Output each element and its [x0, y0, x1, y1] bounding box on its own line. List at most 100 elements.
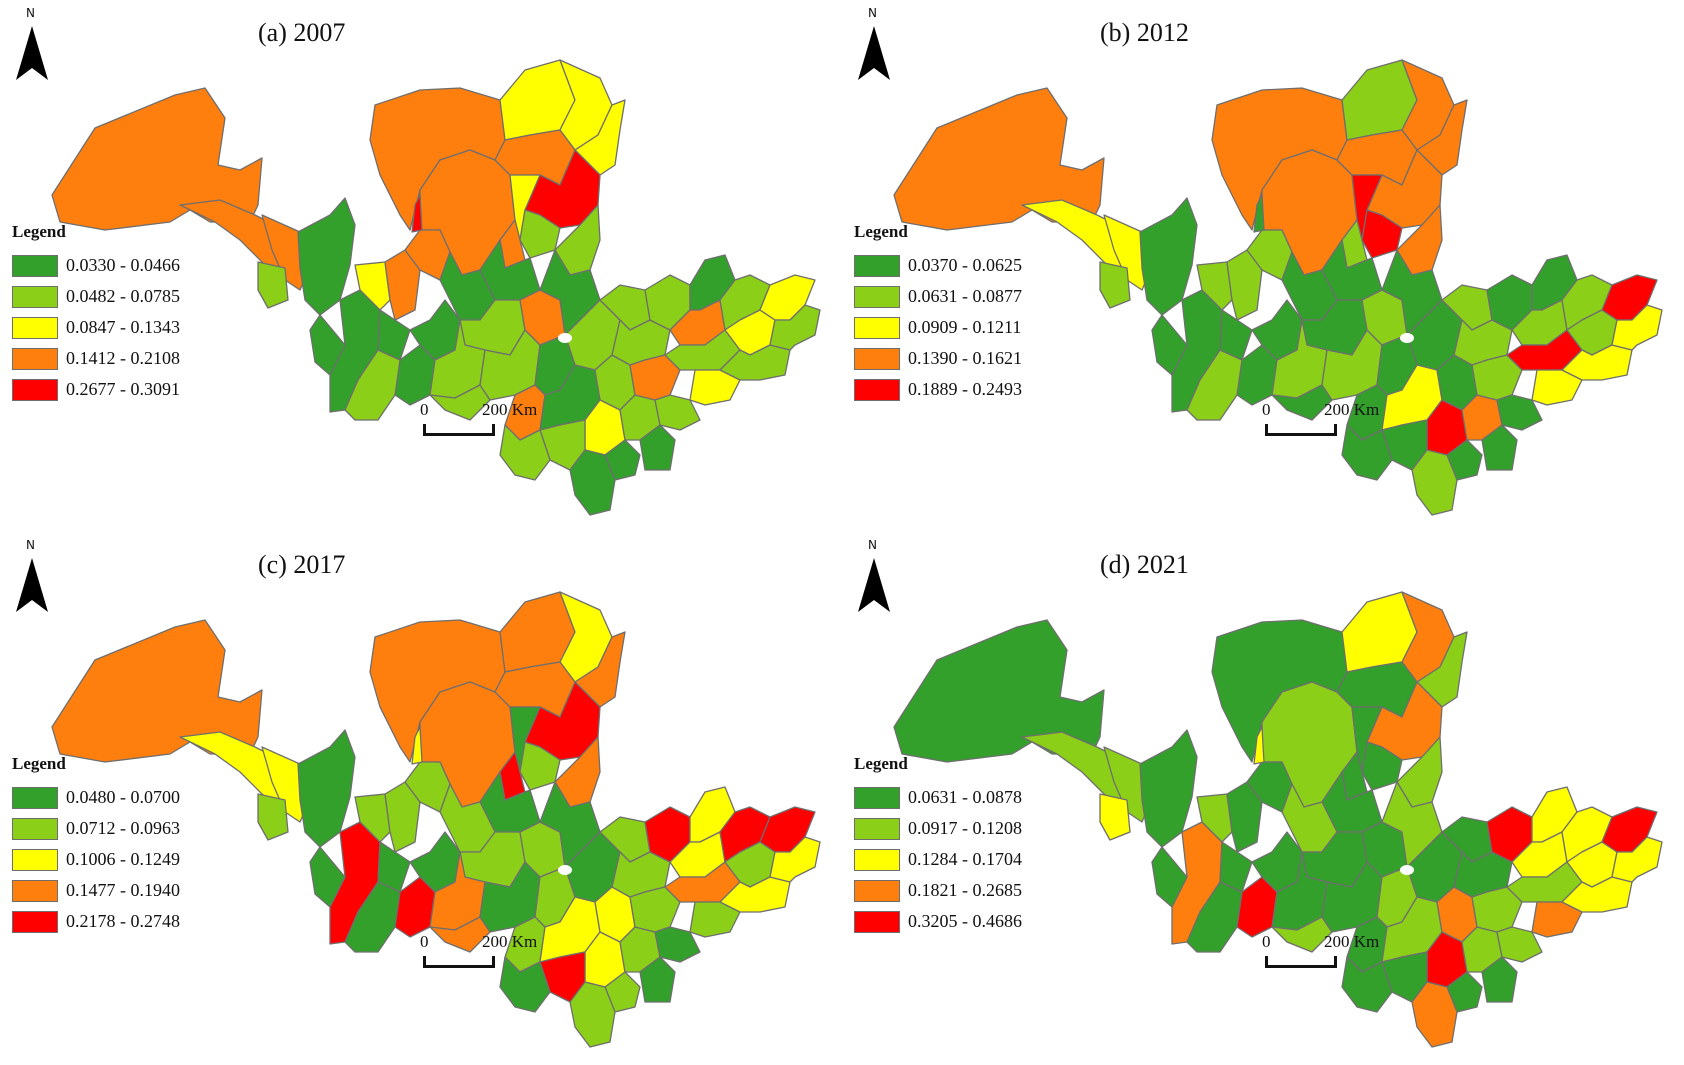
- region: [769, 304, 821, 351]
- region: [257, 793, 289, 841]
- legend-item: 0.0370 - 0.0625: [854, 250, 1022, 281]
- north-label: N: [26, 6, 35, 20]
- legend-range-label: 0.0909 - 0.1211: [908, 317, 1022, 337]
- legend-swatch: [854, 285, 900, 308]
- legend-item: 0.2178 - 0.2748: [12, 906, 180, 937]
- legend-swatch: [854, 347, 900, 370]
- legend-range-label: 0.0631 - 0.0878: [908, 787, 1022, 807]
- scale-start-label: 0: [1262, 400, 1271, 419]
- legend: Legend 0.0480 - 0.0700 0.0712 - 0.0963 0.1…: [12, 754, 180, 937]
- legend-swatch: [854, 879, 900, 902]
- choropleth-map: [51, 59, 821, 516]
- region: [569, 449, 616, 516]
- north-label: N: [868, 538, 877, 552]
- legend-swatch: [12, 817, 58, 840]
- legend-swatch: [854, 910, 900, 933]
- legend-item: 0.0712 - 0.0963: [12, 813, 180, 844]
- region: [354, 261, 391, 311]
- choropleth-map: [51, 591, 821, 1048]
- region: [309, 846, 346, 908]
- legend-item: 0.1477 - 0.1940: [12, 875, 180, 906]
- region: [257, 261, 289, 309]
- north-label: N: [26, 538, 35, 552]
- legend-swatch: [854, 254, 900, 277]
- legend-swatch: [854, 817, 900, 840]
- lake: [1400, 333, 1414, 343]
- legend-item: 0.0330 - 0.0466: [12, 250, 180, 281]
- region: [1219, 309, 1253, 361]
- legend-range-label: 0.2677 - 0.3091: [66, 379, 180, 399]
- region: [1099, 261, 1131, 309]
- region: [1611, 304, 1663, 351]
- region: [344, 881, 401, 953]
- region: [1186, 881, 1243, 953]
- region: [1253, 194, 1265, 233]
- scale-bar: 0 200 Km: [420, 400, 560, 450]
- legend-range-label: 0.0917 - 0.1208: [908, 818, 1022, 838]
- region: [569, 981, 616, 1048]
- map-panel-1: N (a) 2007 Legend 0.0330 - 0.0466 0.0482 …: [0, 0, 842, 532]
- region: [1219, 841, 1253, 893]
- region: [1481, 424, 1518, 471]
- scale-bar-line: [423, 956, 495, 968]
- scale-bar: 0 200 Km: [1262, 932, 1402, 982]
- region: [1151, 314, 1188, 376]
- legend-title: Legend: [12, 222, 66, 241]
- region: [499, 956, 551, 1013]
- panel-title: (d) 2021: [1100, 550, 1189, 579]
- scale-end-label: 200 Km: [1324, 932, 1380, 951]
- region: [377, 841, 411, 893]
- region: [1151, 846, 1188, 908]
- legend-title: Legend: [854, 754, 908, 773]
- legend-title: Legend: [12, 754, 66, 773]
- legend-swatch: [12, 347, 58, 370]
- region: [654, 926, 701, 963]
- region: [1099, 793, 1131, 841]
- region: [1496, 926, 1543, 963]
- region: [354, 793, 391, 843]
- legend-item: 0.1412 - 0.2108: [12, 343, 180, 374]
- legend-item: 0.1390 - 0.1621: [854, 343, 1022, 374]
- region: [893, 87, 1105, 231]
- legend-range-label: 0.3205 - 0.4686: [908, 911, 1022, 931]
- scale-end-label: 200 Km: [482, 400, 538, 419]
- region: [1253, 726, 1265, 765]
- region: [1471, 354, 1523, 401]
- north-arrow-icon: [858, 558, 890, 612]
- legend-range-label: 0.0712 - 0.0963: [66, 818, 180, 838]
- legend-item: 0.0917 - 0.1208: [854, 813, 1022, 844]
- legend-range-label: 0.0482 - 0.0785: [66, 286, 180, 306]
- legend-range-label: 0.1477 - 0.1940: [66, 880, 180, 900]
- legend-title: Legend: [854, 222, 908, 241]
- legend-range-label: 0.1889 - 0.2493: [908, 379, 1022, 399]
- legend-range-label: 0.0631 - 0.0877: [908, 286, 1022, 306]
- region: [1411, 981, 1458, 1048]
- region: [654, 394, 701, 431]
- panel-title: (c) 2017: [258, 550, 346, 579]
- legend-item: 0.0631 - 0.0877: [854, 281, 1022, 312]
- scale-bar-line: [1265, 424, 1337, 436]
- region: [51, 87, 263, 231]
- region: [411, 194, 423, 233]
- legend-item: 0.1006 - 0.1249: [12, 844, 180, 875]
- panel-title: (b) 2012: [1100, 18, 1189, 47]
- region: [1496, 394, 1543, 431]
- region: [344, 349, 401, 421]
- scale-end-label: 200 Km: [1324, 400, 1380, 419]
- region: [309, 314, 346, 376]
- legend-item: 0.2677 - 0.3091: [12, 374, 180, 405]
- north-arrow-icon: [16, 26, 48, 80]
- region: [1139, 197, 1198, 316]
- north-arrow: N: [854, 538, 894, 618]
- legend-range-label: 0.0847 - 0.1343: [66, 317, 180, 337]
- north-arrow-icon: [858, 26, 890, 80]
- scale-start-label: 0: [420, 400, 429, 419]
- region: [639, 424, 676, 471]
- legend-item: 0.0480 - 0.0700: [12, 782, 180, 813]
- region: [377, 309, 411, 361]
- panel-title: (a) 2007: [258, 18, 346, 47]
- legend-swatch: [854, 316, 900, 339]
- legend-swatch: [12, 316, 58, 339]
- map-panel-3: N (c) 2017 Legend 0.0480 - 0.0700 0.0712 …: [0, 532, 842, 1064]
- region: [1341, 424, 1393, 481]
